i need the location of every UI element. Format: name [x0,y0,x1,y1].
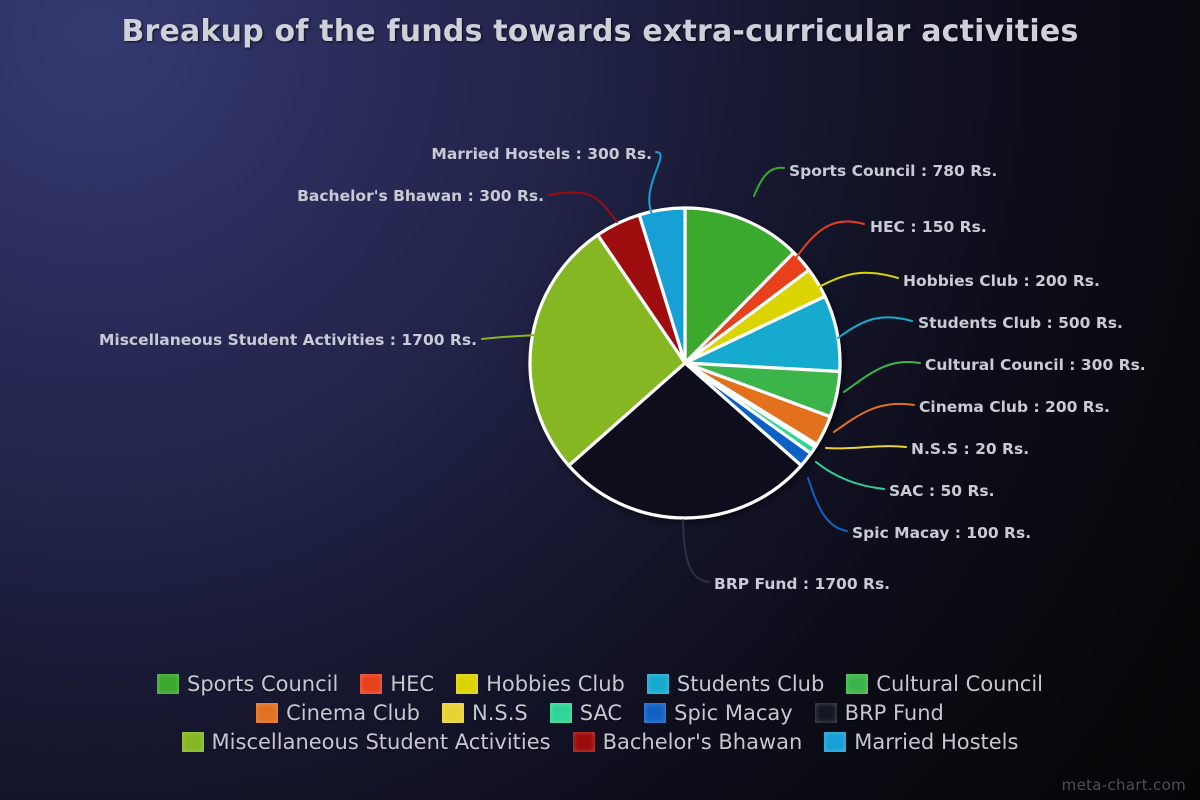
leader-line [682,519,710,583]
callout-married-hostels: Married Hostels : 300 Rs. [431,145,652,163]
legend-item-label: BRP Fund [844,701,944,725]
leader-line [837,316,913,339]
callout-sports-council: Sports Council : 780 Rs. [789,162,997,180]
legend-row: Sports Council HEC Hobbies Club Students Cl… [150,672,1050,696]
leader-line [807,477,848,532]
callout-cultural-council: Cultural Council : 300 Rs. [925,356,1146,374]
callout-students-club: Students Club : 500 Rs. [918,314,1123,332]
page-title: Breakup of the funds towards extra-curri… [121,14,1079,49]
callout-cinema-club: Cinema Club : 200 Rs. [919,398,1110,416]
legend-item[interactable]: N.S.S [441,701,528,725]
pie-slice[interactable] [637,206,687,365]
callout-bachelors-bhawan: Bachelor's Bhawan : 300 Rs. [297,187,544,205]
legend-swatch-icon [549,703,572,723]
callout-spic-macay: Spic Macay : 100 Rs. [852,524,1031,542]
legend-item-label: N.S.S [471,701,528,725]
legend-item[interactable]: Cultural Council [846,672,1043,696]
legend-swatch-icon [456,674,479,694]
legend-item-label: Students Club [676,672,825,696]
legend-swatch-icon [644,703,667,723]
legend-swatch-icon [441,703,464,723]
legend-item-label: Sports Council [186,672,339,696]
legend-item[interactable]: Bachelor's Bhawan [572,730,803,754]
legend-swatch-icon [181,732,204,752]
callout-brp-fund: BRP Fund : 1700 Rs. [714,575,890,593]
legend-swatch-icon [572,732,595,752]
callout-sac: SAC : 50 Rs. [889,482,995,500]
callout-hec: HEC : 150 Rs. [870,218,987,236]
legend-swatch-icon [360,674,383,694]
legend-swatch-icon [846,674,869,694]
legend-swatch-icon [156,674,179,694]
legend-item-label: Miscellaneous Student Activities [211,730,551,754]
pie-slice[interactable] [567,361,803,520]
leader-line [815,461,885,490]
legend-swatch-icon [824,732,847,752]
callout-labels: Married Hostels : 300 Rs. Bachelor's Bhaw… [99,145,1146,593]
legend-item-label: Cultural Council [876,672,1044,696]
callout-nss: N.S.S : 20 Rs. [911,440,1029,458]
legend-item-label: Hobbies Club [486,672,625,696]
legend-swatch-icon [646,674,669,694]
watermark: meta-chart.com [1061,776,1186,794]
legend-item[interactable]: Cinema Club [256,701,420,725]
leader-line [795,220,865,259]
leader-lines [481,151,921,583]
legend-item[interactable]: BRP Fund [814,701,944,725]
chart-legend: Sports Council HEC Hobbies Club Students Cl… [0,672,1200,754]
legend-row: Cinema Club N.S.S SAC Spic Macay BRP Fund [249,701,951,725]
legend-item[interactable]: Spic Macay [644,701,793,725]
legend-item[interactable]: Hobbies Club [456,672,625,696]
legend-item-label: Bachelor's Bhawan [602,730,803,754]
legend-row: Miscellaneous Student Activities Bachelor… [175,730,1026,754]
leader-line [809,271,899,293]
legend-item[interactable]: Miscellaneous Student Activities [181,730,551,754]
leader-line [648,151,662,215]
legend-item-label: Married Hostels [854,730,1019,754]
legend-swatch-icon [256,703,279,723]
legend-swatch-icon [814,703,837,723]
leader-line [753,166,785,197]
pie-slice[interactable] [683,206,796,365]
leader-line [548,191,618,223]
leader-line [481,333,551,340]
legend-item[interactable]: Married Hostels [824,730,1018,754]
leader-line [843,361,921,393]
legend-item-label: SAC [579,701,623,725]
pie-slice[interactable] [528,233,687,468]
legend-item-label: Spic Macay [674,701,793,725]
legend-item[interactable]: SAC [549,701,623,725]
legend-item[interactable]: HEC [360,672,434,696]
callout-misc-student-activities: Miscellaneous Student Activities : 1700 … [99,331,477,349]
legend-item-label: Cinema Club [286,701,420,725]
leader-line [833,402,915,433]
legend-item[interactable]: Students Club [646,672,825,696]
legend-item-label: HEC [390,672,435,696]
callout-hobbies-club: Hobbies Club : 200 Rs. [903,272,1100,290]
legend-item[interactable]: Sports Council [156,672,339,696]
leader-line [825,445,907,450]
pie-slices [528,206,842,520]
